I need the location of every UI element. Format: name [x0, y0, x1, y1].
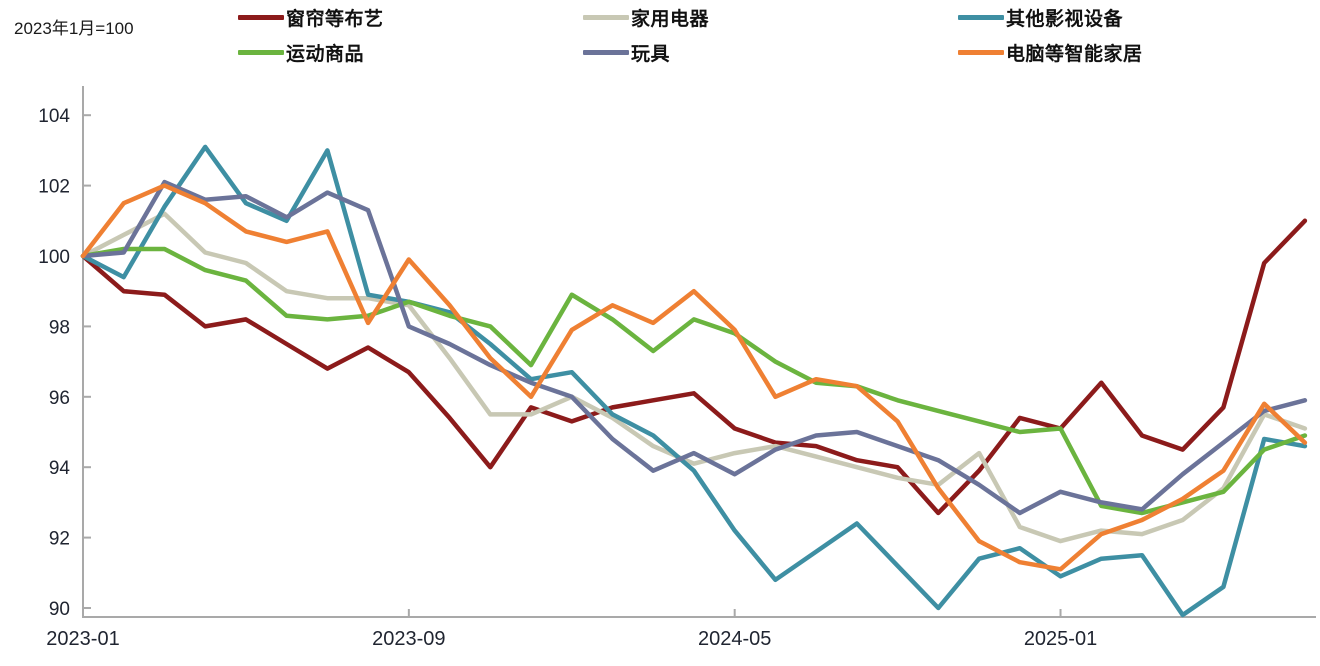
y-tick-label: 90: [49, 599, 70, 620]
legend-label: 玩具: [631, 43, 671, 65]
legend-line-swatch: [238, 49, 284, 55]
index-base-note: 2023年1月=100: [14, 19, 134, 38]
series-line-家用电器: [80, 211, 1308, 544]
x-tick-label: 2024-05: [698, 628, 771, 650]
legend-label: 家用电器: [631, 8, 710, 30]
x-tick-label: 2023-09: [372, 628, 445, 650]
legend-line-swatch: [958, 14, 1004, 20]
series-line-运动商品: [80, 246, 1308, 516]
series-line-其他影视设备: [80, 144, 1308, 618]
series-line-电脑等智能家居: [80, 183, 1308, 572]
x-tick-label: 2023-01: [46, 628, 119, 650]
y-tick-label: 98: [49, 317, 70, 338]
legend-item: 家用电器: [583, 4, 958, 30]
legend-label: 电脑等智能家居: [1006, 43, 1143, 65]
y-tick-label: 104: [38, 106, 70, 127]
legend-label: 其他影视设备: [1006, 8, 1124, 30]
legend-item: 运动商品: [238, 39, 583, 65]
y-tick-label: 92: [49, 529, 70, 550]
legend-line-swatch: [583, 14, 629, 20]
x-tick-label: 2025-01: [1024, 628, 1097, 650]
legend-line-swatch: [583, 49, 629, 55]
series-line-窗帘等布艺: [80, 218, 1308, 516]
legend-item: 其他影视设备: [958, 4, 1248, 30]
legend-label: 运动商品: [286, 43, 365, 65]
y-tick-label: 94: [49, 458, 71, 479]
y-tick-label: 102: [38, 177, 70, 198]
legend-label: 窗帘等布艺: [286, 8, 384, 30]
series-line-玩具: [80, 179, 1308, 516]
legend-line-swatch: [958, 49, 1004, 55]
legend-item: 玩具: [583, 39, 958, 65]
legend-item: 窗帘等布艺: [238, 4, 583, 30]
y-tick-label: 96: [49, 388, 70, 409]
chart-legend: 窗帘等布艺 家用电器 其他影视设备运动商品 玩具 电脑等智能家居: [238, 4, 1248, 65]
legend-line-swatch: [238, 14, 284, 20]
y-tick-label: 100: [38, 247, 70, 268]
legend-item: 电脑等智能家居: [958, 39, 1248, 65]
